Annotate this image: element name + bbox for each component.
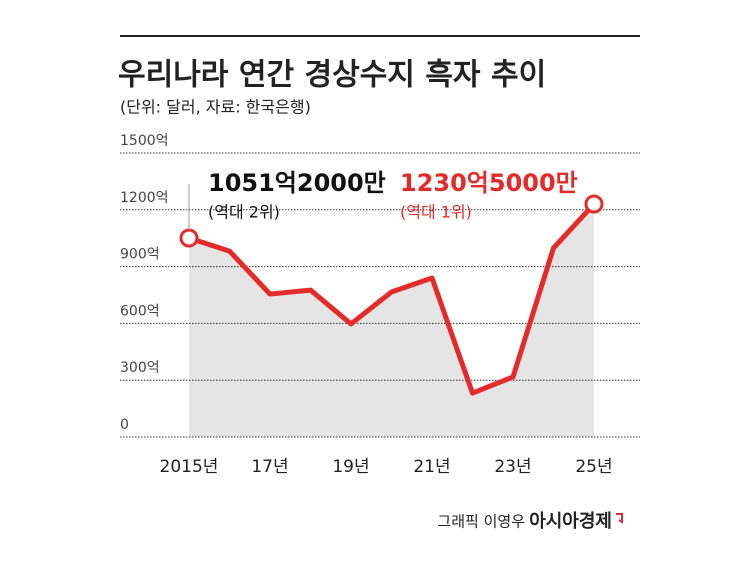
x-tick-label: 21년	[413, 457, 450, 477]
value-note: (역대 2위)	[208, 203, 280, 222]
marker	[179, 228, 199, 248]
y-tick-label: 0	[120, 417, 129, 433]
credit: 그래픽 이영우	[437, 513, 525, 531]
line	[188, 202, 596, 396]
x-tick-label: 23년	[494, 457, 531, 477]
value-label: 1230억5000만	[400, 169, 578, 197]
x-tick-label: 17년	[251, 457, 288, 477]
y-tick-label: 300억	[120, 360, 160, 376]
brand: 아시아경제	[529, 511, 612, 532]
brand-icon	[616, 513, 623, 524]
marker	[584, 194, 604, 214]
y-tick-label: 600억	[120, 303, 160, 319]
value-note: (역대 1위)	[400, 203, 472, 222]
x-tick-label: 19년	[332, 457, 369, 477]
y-tick-label: 1500억	[120, 133, 169, 149]
x-tick-label: 25년	[575, 457, 612, 477]
y-tick-label: 1200억	[120, 190, 169, 206]
chart-subtitle: (단위: 달러, 자료: 한국은행)	[120, 98, 311, 117]
area	[189, 204, 594, 437]
y-tick-label: 900억	[120, 247, 160, 263]
chart-title: 우리나라 연간 경상수지 흑자 추이	[118, 58, 546, 93]
x-tick-label: 2015년	[160, 457, 219, 477]
value-label: 1051억2000만	[208, 169, 386, 197]
